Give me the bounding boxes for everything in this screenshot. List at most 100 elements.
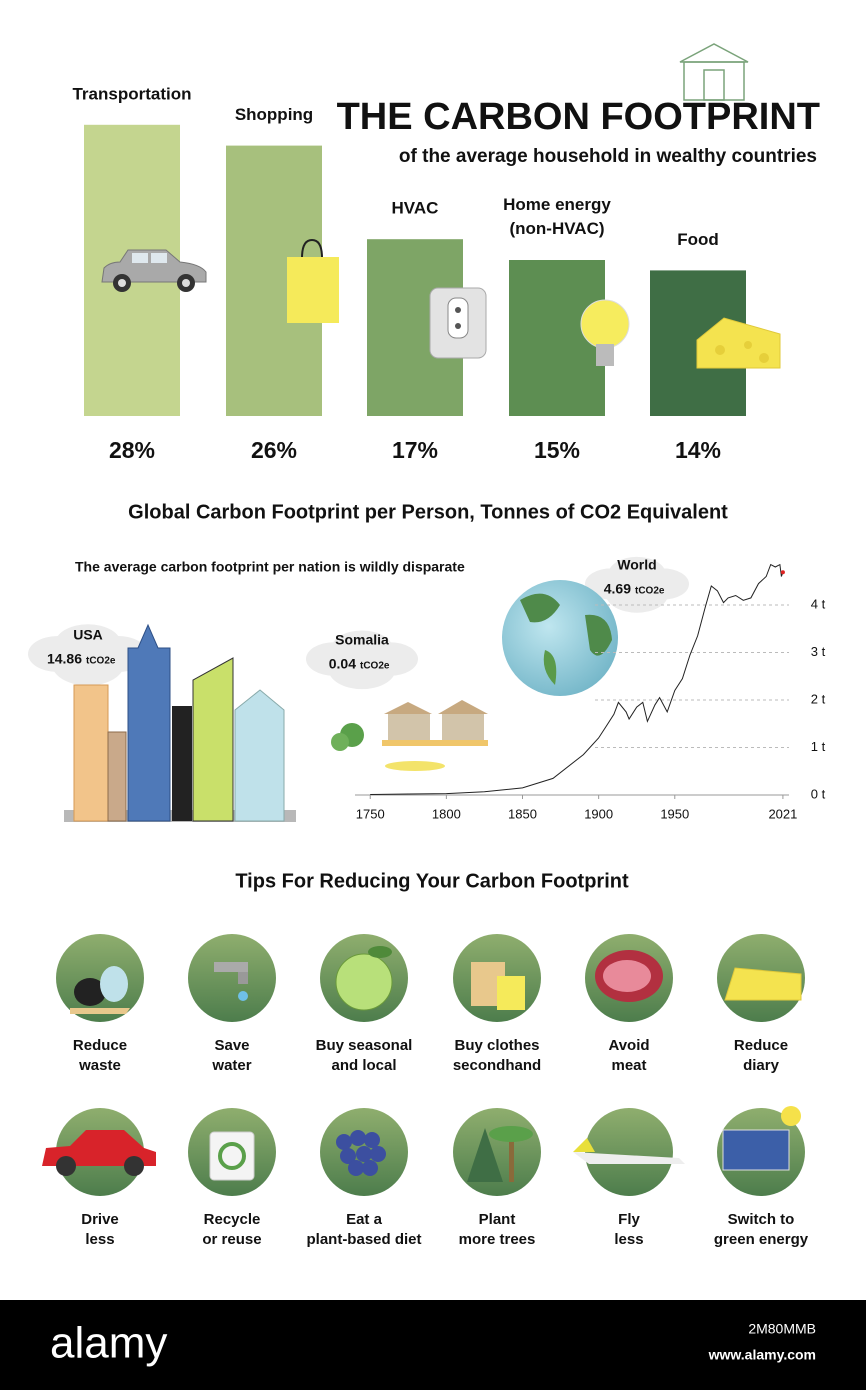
y-tick-label: 2 t <box>811 691 826 706</box>
value-label: 26% <box>251 437 297 463</box>
icon-shape <box>497 976 525 1010</box>
icon-shape <box>467 1128 503 1182</box>
icon-shape <box>42 1130 156 1166</box>
category-label: HVAC <box>392 199 439 218</box>
tip-label: Buy seasonal and local <box>316 1037 413 1074</box>
tip-circle <box>585 1108 673 1196</box>
icon-shape <box>336 1134 352 1150</box>
globe-illustration <box>502 580 618 696</box>
bag-icon <box>287 238 339 323</box>
tip-icon <box>70 966 130 1014</box>
x-tick-label: 1950 <box>660 806 689 821</box>
y-tick-label: 0 t <box>811 786 826 801</box>
tip-label: Switch to green energy <box>714 1211 809 1248</box>
icon-shape <box>724 967 802 1001</box>
tip-label: Drive less <box>81 1211 119 1248</box>
tip-icon <box>595 950 663 1002</box>
tip-icon <box>724 967 802 1001</box>
icon-shape <box>350 1130 366 1146</box>
x-tick-label: 1800 <box>432 806 461 821</box>
tip-label: Avoid meat <box>608 1037 649 1074</box>
car-icon <box>101 249 207 292</box>
icon-shape <box>340 1148 356 1164</box>
chart-title: THE CARBON FOOTPRINT <box>337 96 820 138</box>
footer-bar <box>0 1300 866 1390</box>
annotation-label: USA <box>73 627 103 643</box>
cloud-puff <box>52 642 124 686</box>
x-tick-label: 1900 <box>584 806 613 821</box>
huts-illustration <box>331 700 488 771</box>
tip-icon <box>722 1106 801 1171</box>
tip-icon <box>209 1131 255 1181</box>
y-tick-label: 1 t <box>811 739 826 754</box>
icon-shape <box>489 1126 533 1142</box>
icon-shape <box>100 966 128 1002</box>
tip-icon <box>467 1126 533 1182</box>
cloud <box>306 630 418 690</box>
icon-shape <box>603 960 651 992</box>
tip-icon <box>471 962 525 1010</box>
y-tick-label: 3 t <box>811 644 826 659</box>
x-tick-label: 1850 <box>508 806 537 821</box>
tip-icon <box>214 962 248 1001</box>
tip-label: Recycle or reuse <box>202 1211 261 1248</box>
icon-shape <box>370 1146 386 1162</box>
house-icon <box>679 43 749 101</box>
value-label: 28% <box>109 437 155 463</box>
icon-shape <box>368 946 392 958</box>
heater-icon <box>429 287 487 359</box>
cloud <box>585 556 689 613</box>
icon-shape <box>238 991 248 1001</box>
value-label: 15% <box>534 437 580 463</box>
icon-shape <box>348 1160 364 1176</box>
cloud-puff <box>328 648 396 690</box>
value-label: 14% <box>675 437 721 463</box>
tip-label: Fly less <box>614 1211 643 1248</box>
city-illustration <box>64 623 296 822</box>
x-tick-label: 2021 <box>768 806 797 821</box>
annotation-value: 0.04 <box>329 656 356 672</box>
icon-shape <box>124 1156 144 1176</box>
icon-shape <box>509 1138 514 1182</box>
icon-shape <box>214 962 248 972</box>
category-label: Shopping <box>235 105 313 124</box>
tip-icon <box>42 1130 156 1176</box>
annotation-label: Somalia <box>335 632 389 648</box>
tip-label: Reduce waste <box>73 1037 127 1074</box>
tip-icon <box>335 946 393 1011</box>
chart-subtitle: The average carbon footprint per nation … <box>75 559 465 575</box>
icon-shape <box>356 1146 372 1162</box>
tip-label: Buy clothes secondhand <box>453 1037 541 1074</box>
tip-circle <box>188 934 276 1022</box>
tip-circle <box>453 1108 541 1196</box>
url: www.alamy.com <box>708 1347 816 1363</box>
tip-label: Reduce diary <box>734 1037 788 1074</box>
category-label: Transportation <box>72 84 191 103</box>
tip-icon <box>573 1138 685 1164</box>
chart-subtitle: of the average household in wealthy coun… <box>399 146 817 167</box>
bulb-icon <box>580 299 630 366</box>
end-point <box>780 570 785 575</box>
category-label: Food <box>677 230 719 249</box>
icon-shape <box>362 1160 378 1176</box>
tip-label: Save water <box>211 1037 251 1074</box>
icon-shape <box>209 1131 255 1181</box>
annotation-unit: tCO2e <box>635 586 665 597</box>
icon-shape <box>218 1142 246 1170</box>
annotation-value: 14.86 <box>47 651 82 667</box>
value-label: 17% <box>392 437 438 463</box>
chart-title: Global Carbon Footprint per Person, Tonn… <box>128 501 728 523</box>
image-id: 2M80MMB <box>748 1321 816 1337</box>
y-tick-label: 4 t <box>811 596 826 611</box>
tip-label: Plant more trees <box>459 1211 536 1248</box>
cheese-icon <box>696 317 781 369</box>
icon-shape <box>335 953 393 1011</box>
annotation-unit: tCO2e <box>86 656 116 667</box>
cloud-puff <box>605 575 669 613</box>
icon-shape <box>573 1138 595 1152</box>
icon-shape <box>573 1152 685 1164</box>
x-tick-label: 1750 <box>356 806 385 821</box>
icon-shape <box>781 1106 801 1126</box>
